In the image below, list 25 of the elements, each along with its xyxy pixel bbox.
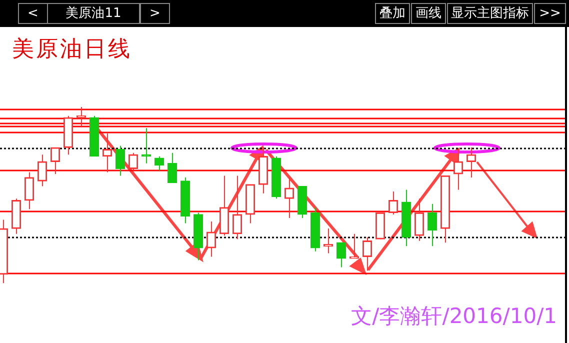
candlestick: [414, 198, 424, 242]
candlestick: [37, 154, 48, 187]
chart-title: 美原油日线: [12, 36, 132, 64]
candlestick: [466, 147, 476, 178]
candlestick: [102, 132, 112, 173]
candlestick: [427, 203, 438, 247]
candlestick: [336, 242, 346, 268]
candlestick: [453, 148, 464, 190]
candlestick: [284, 176, 294, 218]
text: 叠加: [375, 3, 410, 24]
candlestick: [206, 220, 216, 258]
text: >>: [534, 3, 566, 24]
candlestick: [154, 156, 164, 171]
text: 文/李瀚轩/2016/10/1: [351, 303, 557, 330]
candlestick: [167, 152, 178, 184]
candlestick: [24, 172, 34, 210]
text: 画线: [411, 3, 446, 24]
text: 美原油11: [47, 3, 140, 24]
text: >: [140, 3, 170, 24]
candlestick: [115, 145, 126, 176]
candlestick: [362, 236, 372, 272]
candlestick: [232, 175, 242, 240]
text: 显示主图指标: [447, 3, 533, 24]
text: <: [18, 3, 48, 24]
candlestick: [141, 128, 152, 164]
